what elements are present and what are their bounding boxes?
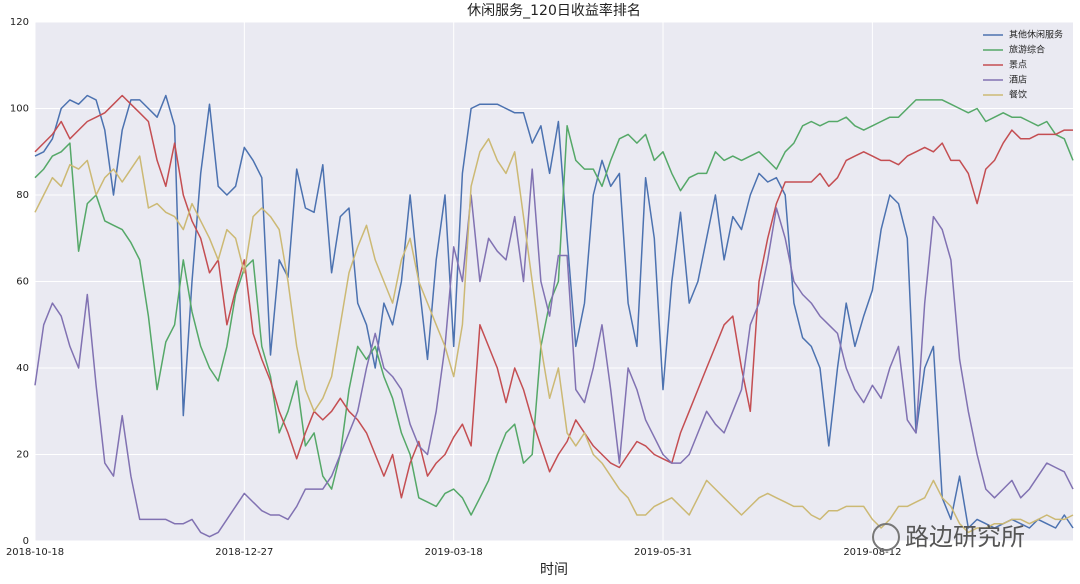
legend-label: 餐饮	[1009, 89, 1027, 101]
watermark-icon	[872, 523, 900, 551]
y-tick-label: 40	[16, 363, 29, 374]
chart-title: 休闲服务_120日收益率排名	[467, 2, 641, 19]
x-axis-label: 时间	[540, 562, 568, 578]
x-tick-label: 2019-03-18	[425, 547, 483, 558]
series-line	[34, 138, 1074, 534]
x-tick-label: 2019-08-12	[843, 547, 901, 558]
series-line	[34, 94, 1074, 529]
legend-label: 酒店	[1009, 74, 1027, 86]
series-line	[34, 168, 1074, 538]
y-tick-label: 20	[16, 450, 29, 461]
y-tick-label: 120	[10, 17, 29, 28]
x-tick-label: 2018-12-27	[215, 547, 273, 558]
series-line	[34, 94, 1073, 499]
y-tick-label: 100	[10, 104, 29, 115]
series-line	[34, 99, 1074, 516]
y-tick-label: 60	[16, 277, 29, 288]
x-tick-label: 2018-10-18	[6, 547, 64, 558]
y-tick-label: 0	[23, 536, 29, 547]
watermark: 路边研究所	[905, 523, 1025, 551]
x-tick-label: 2019-05-31	[634, 547, 692, 558]
legend-label: 其他休闲服务	[1009, 29, 1063, 41]
y-tick-label: 80	[16, 190, 29, 201]
legend-label: 旅游综合	[1009, 44, 1045, 56]
legend-label: 景点	[1009, 60, 1027, 71]
